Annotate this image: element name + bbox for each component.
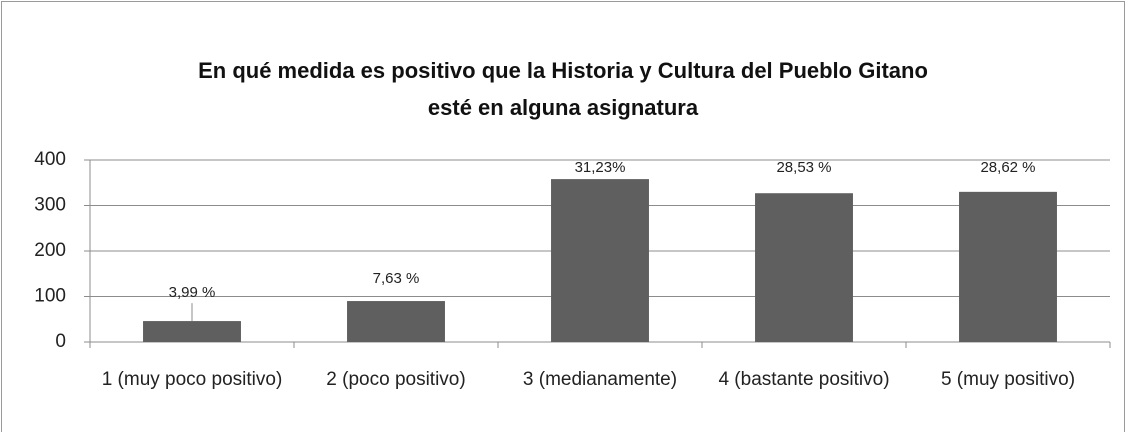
chart-title: En qué medida es positivo que la Histori…	[198, 58, 928, 120]
data-label: 31,23%	[575, 159, 626, 176]
x-tick-label: 3 (medianamente)	[522, 369, 678, 390]
bar	[959, 191, 1057, 342]
y-tick-label: 100	[34, 286, 66, 307]
data-label: 28,53 %	[776, 159, 831, 176]
x-tick-label: 1 (muy poco positivo)	[101, 369, 283, 390]
bar	[143, 321, 241, 342]
y-tick-label: 0	[55, 331, 66, 352]
y-tick-label: 200	[34, 240, 66, 261]
bar	[551, 179, 649, 342]
y-tick-label: 300	[34, 195, 66, 216]
y-tick-label: 400	[34, 149, 66, 170]
data-label: 3,99 %	[169, 284, 216, 301]
bar	[755, 193, 853, 342]
data-label: 7,63 %	[373, 270, 420, 287]
x-tick-label: 2 (poco positivo)	[326, 369, 466, 390]
x-tick-label: 5 (muy positivo)	[940, 369, 1076, 390]
bar	[347, 301, 445, 342]
x-tick-label: 4 (bastante positivo)	[718, 369, 890, 390]
data-label: 28,62 %	[980, 159, 1035, 176]
